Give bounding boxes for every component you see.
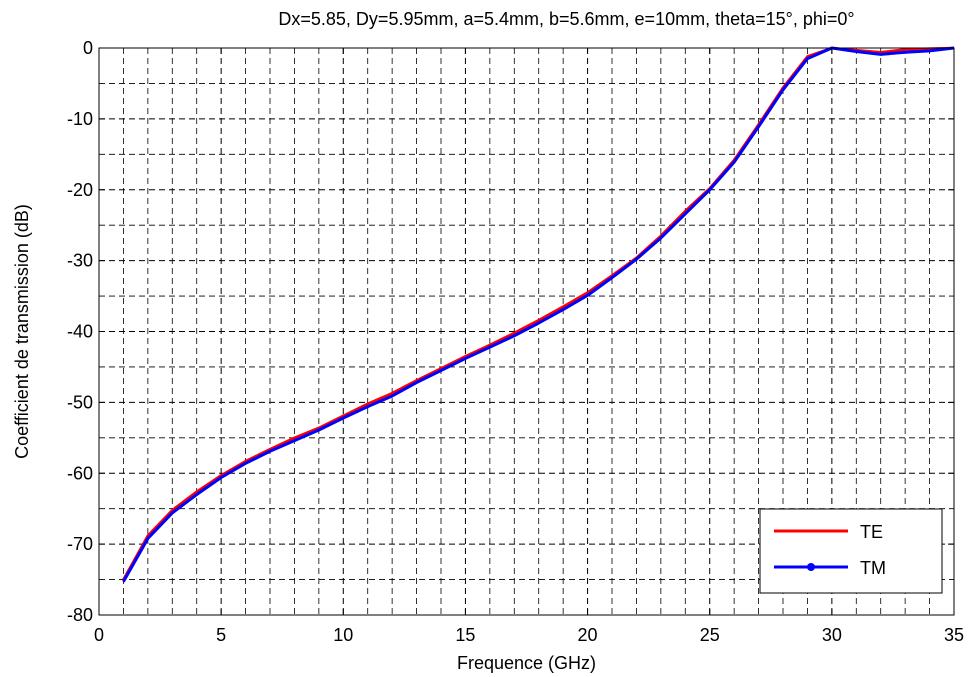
x-tick-label: 35	[944, 625, 964, 645]
x-axis-label: Frequence (GHz)	[457, 653, 596, 673]
legend-label-te: TE	[860, 522, 883, 542]
x-tick-label: 25	[700, 625, 720, 645]
y-tick-label: -20	[67, 180, 93, 200]
x-tick-label: 10	[333, 625, 353, 645]
y-axis-label: Coefficient de transmission (dB)	[12, 204, 32, 459]
x-tick-label: 15	[455, 625, 475, 645]
axis-ticks: 0 5 10 15 20 25 30 35 -80 -70 -60 -50 -40 -30 -20 -10 0	[67, 38, 964, 645]
y-tick-label: -10	[67, 109, 93, 129]
legend: TE TM	[759, 508, 943, 594]
y-tick-label: -80	[67, 605, 93, 625]
legend-box	[759, 508, 943, 594]
y-tick-label: -60	[67, 463, 93, 483]
y-tick-label: -40	[67, 322, 93, 342]
legend-marker-tm	[807, 563, 815, 571]
y-tick-label: -50	[67, 392, 93, 412]
y-tick-label: 0	[83, 38, 93, 58]
y-tick-label: -70	[67, 534, 93, 554]
series-line-tm	[122, 46, 955, 583]
grid	[99, 48, 954, 615]
y-tick-label: -30	[67, 251, 93, 271]
x-tick-label: 5	[216, 625, 226, 645]
legend-label-tm: TM	[860, 558, 886, 578]
x-tick-label: 20	[578, 625, 598, 645]
series-lines	[122, 46, 955, 583]
chart-title: Dx=5.85, Dy=5.95mm, a=5.4mm, b=5.6mm, e=…	[278, 9, 854, 29]
x-tick-label: 30	[822, 625, 842, 645]
x-tick-label: 0	[94, 625, 104, 645]
